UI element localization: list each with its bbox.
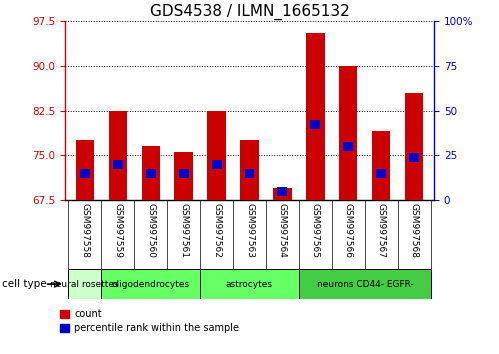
Bar: [241, 141, 258, 200]
Text: astrocytes: astrocytes: [226, 280, 273, 289]
Text: GSM997565: GSM997565: [311, 203, 320, 258]
Text: GSM997562: GSM997562: [212, 203, 221, 258]
Bar: [113, 160, 123, 169]
Text: GSM997567: GSM997567: [377, 203, 386, 258]
Bar: [179, 169, 189, 178]
Bar: [376, 169, 386, 178]
Bar: [101, 269, 200, 299]
Text: neural rosettes: neural rosettes: [50, 280, 119, 289]
Bar: [80, 169, 90, 178]
Bar: [146, 169, 156, 178]
Bar: [306, 33, 324, 200]
Text: oligodendrocytes: oligodendrocytes: [112, 280, 190, 289]
Bar: [175, 152, 193, 200]
Bar: [273, 188, 291, 200]
Bar: [372, 131, 390, 200]
Legend: count, percentile rank within the sample: count, percentile rank within the sample: [60, 309, 240, 333]
Bar: [200, 269, 299, 299]
Bar: [208, 110, 226, 200]
Bar: [109, 110, 127, 200]
Text: GSM997568: GSM997568: [410, 203, 419, 258]
Bar: [310, 120, 320, 130]
Bar: [277, 187, 287, 195]
Text: GSM997560: GSM997560: [146, 203, 155, 258]
Bar: [409, 153, 419, 161]
Title: GDS4538 / ILMN_1665132: GDS4538 / ILMN_1665132: [150, 4, 349, 20]
Bar: [343, 142, 353, 151]
Bar: [75, 141, 94, 200]
Bar: [68, 269, 101, 299]
Text: GSM997563: GSM997563: [245, 203, 254, 258]
Text: GSM997559: GSM997559: [113, 203, 122, 258]
Text: cell type: cell type: [2, 279, 47, 289]
Bar: [299, 269, 431, 299]
Bar: [245, 169, 254, 178]
Text: GSM997566: GSM997566: [344, 203, 353, 258]
Text: GSM997561: GSM997561: [179, 203, 188, 258]
Bar: [212, 160, 222, 169]
Text: GSM997558: GSM997558: [80, 203, 89, 258]
Bar: [339, 66, 357, 200]
Bar: [405, 93, 424, 200]
Text: neurons CD44- EGFR-: neurons CD44- EGFR-: [316, 280, 413, 289]
Text: GSM997564: GSM997564: [278, 203, 287, 258]
Bar: [142, 147, 160, 200]
